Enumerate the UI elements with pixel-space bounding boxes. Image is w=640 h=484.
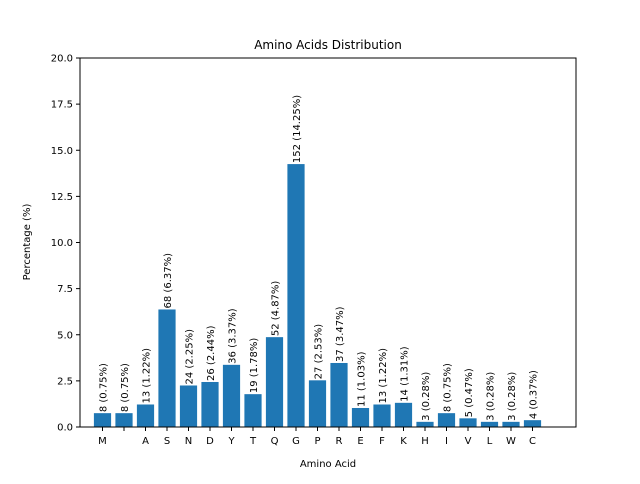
y-tick-label: 5.0: [57, 330, 73, 341]
x-tick-label: H: [421, 436, 429, 447]
x-tick-label: A: [142, 436, 149, 447]
x-tick-label: P: [314, 436, 320, 447]
x-tick-label: S: [164, 436, 170, 447]
x-tick-label: R: [336, 436, 343, 447]
bar-data-label: 4 (0.37%): [529, 370, 540, 419]
x-tick-label: C: [529, 436, 536, 447]
bar: [287, 164, 305, 427]
x-tick-label: W: [506, 436, 516, 447]
bar-data-label: 8 (0.75%): [120, 363, 131, 412]
bar: [394, 402, 413, 427]
bar-data-label: 152 (14.25%): [292, 95, 303, 163]
x-tick-label: D: [206, 436, 214, 447]
y-tick-label: 7.5: [57, 284, 73, 295]
y-tick-label: 17.5: [51, 100, 73, 111]
bar: [373, 404, 391, 427]
bar: [179, 385, 198, 427]
bar: [265, 337, 284, 427]
bar-data-label: 14 (1.31%): [400, 346, 411, 402]
bar-data-label: 27 (2.53%): [314, 324, 325, 380]
bar: [523, 420, 542, 427]
bar: [502, 421, 520, 427]
bar-data-label: 3 (0.28%): [486, 372, 497, 421]
bar-data-label: 24 (2.25%): [185, 329, 196, 385]
y-axis: 0.0 2.5 5.0 7.5 10.0 12.5 15.0 17.5 20.0: [51, 54, 80, 434]
bars-group: [93, 164, 542, 427]
bar: [480, 421, 499, 427]
bar: [222, 364, 241, 427]
y-tick-label: 10.0: [51, 238, 73, 249]
bar-data-label: 5 (0.47%): [464, 368, 475, 417]
bar-data-label: 3 (0.28%): [507, 372, 518, 421]
bar: [244, 394, 262, 427]
data-labels-group: 8 (0.75%) 8 (0.75%) 13 (1.22%) 68 (6.37%) 24…: [99, 95, 540, 421]
bar: [136, 404, 155, 427]
bar: [308, 380, 327, 427]
bar: [459, 418, 477, 427]
bar: [93, 413, 112, 427]
x-tick-label: T: [249, 436, 257, 447]
x-tick-label: V: [465, 436, 472, 447]
y-tick-label: 2.5: [57, 376, 73, 387]
bar: [158, 309, 176, 427]
x-tick-label: K: [400, 436, 407, 447]
x-axis-title: Amino Acid: [300, 459, 356, 470]
y-tick-label: 15.0: [51, 146, 73, 157]
bar: [115, 413, 133, 427]
bar-data-label: 3 (0.28%): [421, 372, 432, 421]
bar-data-label: 8 (0.75%): [99, 363, 110, 412]
bar: [351, 407, 370, 427]
bar-data-label: 26 (2.44%): [206, 325, 217, 381]
bar: [416, 421, 434, 427]
y-tick-label: 12.5: [51, 192, 73, 203]
bar-data-label: 8 (0.75%): [443, 363, 454, 412]
x-tick-label: Y: [227, 436, 235, 447]
y-axis-title: Percentage (%): [22, 204, 33, 281]
y-tick-label: 0.0: [57, 423, 73, 434]
x-tick-label: Q: [271, 436, 279, 447]
x-tick-label: E: [357, 436, 363, 447]
bar: [330, 362, 348, 427]
bar-data-label: 11 (1.03%): [357, 351, 368, 407]
bar-data-label: 37 (3.47%): [335, 306, 346, 362]
plot-frame: [79, 57, 577, 428]
x-tick-label: G: [292, 436, 300, 447]
bar-data-label: 36 (3.37%): [228, 308, 239, 364]
bar-data-label: 19 (1.78%): [249, 338, 260, 394]
x-tick-label: F: [379, 436, 385, 447]
x-tick-label: M: [98, 436, 107, 447]
bar-data-label: 13 (1.22%): [378, 348, 389, 404]
y-tick-label: 20.0: [51, 54, 73, 65]
chart-title: Amino Acids Distribution: [254, 38, 402, 52]
bar-data-label: 68 (6.37%): [163, 253, 174, 309]
bar: [201, 381, 219, 427]
x-tick-label: I: [445, 436, 448, 447]
bar-data-label: 13 (1.22%): [142, 348, 153, 404]
bar: [437, 413, 456, 427]
bar-data-label: 52 (4.87%): [271, 281, 282, 337]
x-tick-label: N: [185, 436, 192, 447]
x-tick-label: L: [487, 436, 493, 447]
